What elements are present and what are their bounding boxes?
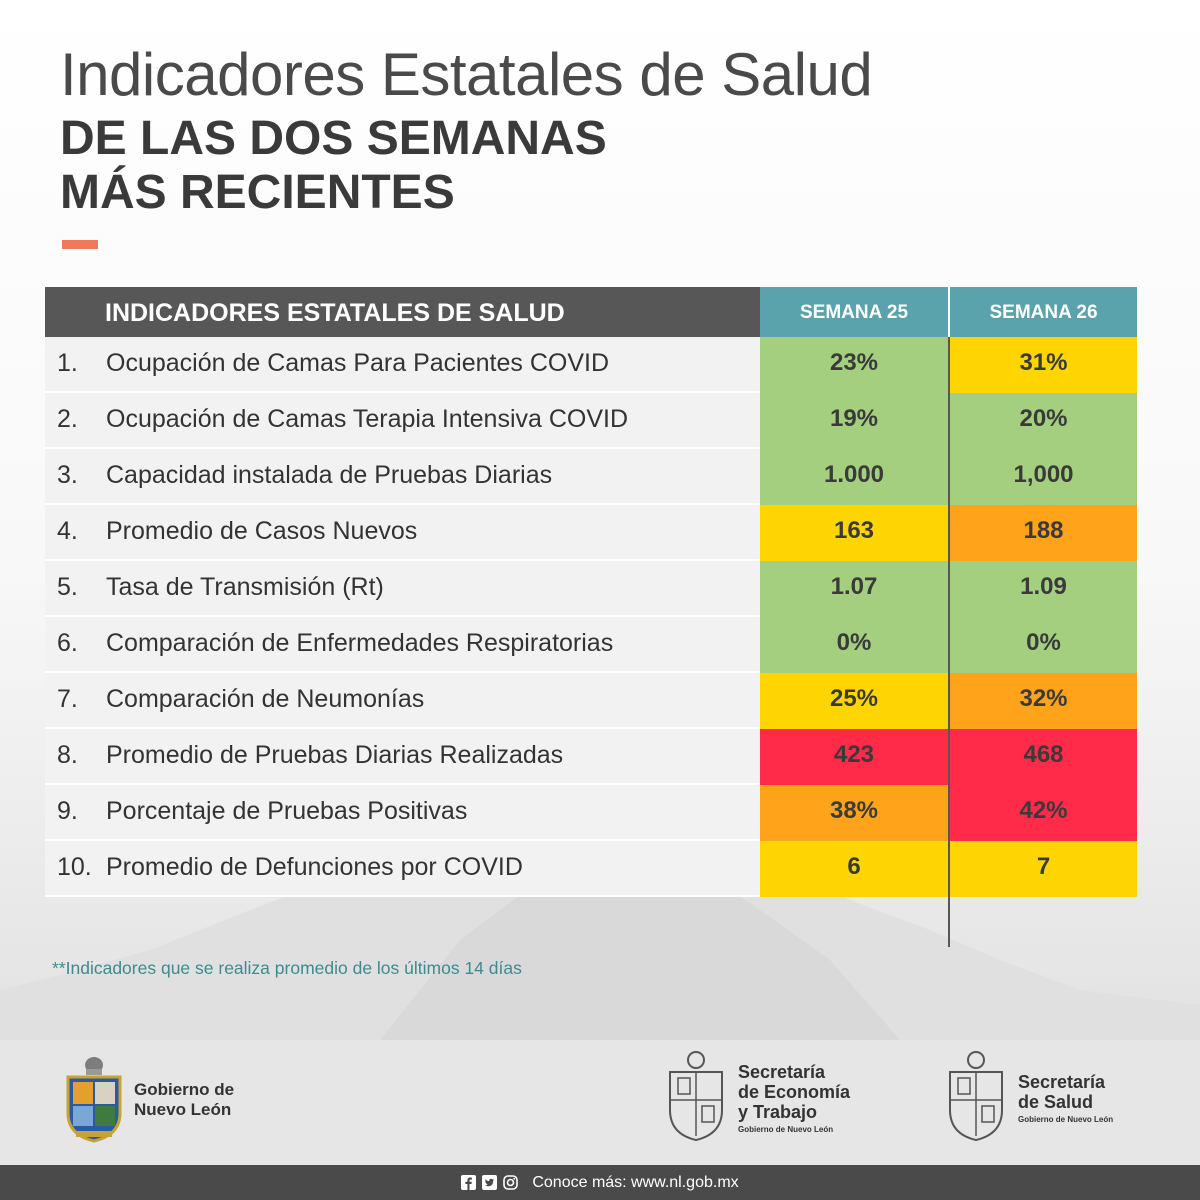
table-row: 10. Promedio de Defunciones por COVID 6 … — [45, 841, 1137, 897]
secretaria-salud-logo[interactable]: Secretaría de Salud Gobierno de Nuevo Le… — [946, 1050, 1113, 1145]
row-number: 5. — [57, 573, 78, 601]
week-26-value: 468 — [950, 729, 1137, 785]
indicators-table: INDICADORES ESTATALES DE SALUD SEMANA 25… — [45, 287, 1137, 947]
row-number: 4. — [57, 517, 78, 545]
week-25-value: 0% — [760, 617, 948, 673]
logo-strip: Gobierno de Nuevo León Secretaría de Eco… — [0, 1040, 1200, 1165]
week-26-value: 1.09 — [950, 561, 1137, 617]
table-row: 9. Porcentaje de Pruebas Positivas 38% 4… — [45, 785, 1137, 841]
table-header: INDICADORES ESTATALES DE SALUD SEMANA 25… — [45, 287, 1137, 337]
indicator-label: Capacidad instalada de Pruebas Diarias — [106, 461, 553, 489]
table-header-indicators: INDICADORES ESTATALES DE SALUD — [45, 287, 760, 337]
gobierno-line-1: Gobierno de — [134, 1080, 235, 1099]
indicator-cell: 2. Ocupación de Camas Terapia Intensiva … — [45, 393, 760, 449]
row-number: 10. — [57, 853, 92, 881]
facebook-icon[interactable] — [461, 1175, 477, 1190]
table-row: 7. Comparación de Neumonías 25% 32% — [45, 673, 1137, 729]
row-number: 6. — [57, 629, 78, 657]
coat-of-arms-outline-icon — [669, 1051, 723, 1142]
row-number: 2. — [57, 405, 78, 433]
indicator-cell: 5. Tasa de Transmisión (Rt) — [45, 561, 760, 617]
indicator-label: Ocupación de Camas Terapia Intensiva COV… — [106, 405, 629, 433]
row-number: 9. — [57, 797, 78, 825]
indicator-label: Promedio de Defunciones por COVID — [106, 853, 523, 881]
economia-sub: Gobierno de Nuevo León — [738, 1124, 834, 1134]
subtitle-line-2: MÁS RECIENTES — [60, 166, 455, 219]
indicator-label: Porcentaje de Pruebas Positivas — [106, 797, 468, 825]
table-header-week-26: SEMANA 26 — [950, 287, 1137, 337]
economia-line-3: y Trabajo — [738, 1101, 818, 1122]
page-title: Indicadores Estatales de Salud — [60, 41, 873, 108]
week-26-value: 20% — [950, 393, 1137, 449]
indicator-cell: 3. Capacidad instalada de Pruebas Diaria… — [45, 449, 760, 505]
table-row: 6. Comparación de Enfermedades Respirato… — [45, 617, 1137, 673]
week-25-value: 423 — [760, 729, 948, 785]
indicator-cell: 7. Comparación de Neumonías — [45, 673, 760, 729]
table-row: 8. Promedio de Pruebas Diarias Realizada… — [45, 729, 1137, 785]
table-row: 1. Ocupación de Camas Para Pacientes COV… — [45, 337, 1137, 393]
indicator-cell: 1. Ocupación de Camas Para Pacientes COV… — [45, 337, 760, 393]
indicator-label: Ocupación de Camas Para Pacientes COVID — [106, 349, 610, 377]
indicator-cell: 8. Promedio de Pruebas Diarias Realizada… — [45, 729, 760, 785]
gobierno-text: Gobierno de Nuevo León — [134, 1080, 234, 1120]
week-26-value: 7 — [950, 841, 1137, 897]
week-25-value: 1.07 — [760, 561, 948, 617]
secretaria-economia-logo[interactable]: Secretaría de Economía y Trabajo Gobiern… — [666, 1050, 850, 1145]
week-26-value: 31% — [950, 337, 1137, 393]
footer-bar: Conoce más: www.nl.gob.mx — [0, 1165, 1200, 1200]
instagram-icon[interactable] — [503, 1175, 519, 1190]
table-row: 5. Tasa de Transmisión (Rt) 1.07 1.09 — [45, 561, 1137, 617]
table-header-week-25: SEMANA 25 — [760, 287, 948, 337]
twitter-icon[interactable] — [482, 1175, 498, 1190]
indicator-label: Promedio de Casos Nuevos — [106, 517, 418, 545]
indicator-cell: 9. Porcentaje de Pruebas Positivas — [45, 785, 760, 841]
footer-link[interactable]: Conoce más: www.nl.gob.mx — [532, 1173, 739, 1191]
week-25-value: 38% — [760, 785, 948, 841]
indicator-label: Comparación de Neumonías — [106, 685, 425, 713]
accent-bar — [62, 240, 98, 249]
salud-line-2: de Salud — [1018, 1091, 1094, 1112]
table-body: 1. Ocupación de Camas Para Pacientes COV… — [45, 337, 1137, 947]
coat-of-arms-outline-icon — [949, 1051, 1003, 1142]
week-26-value: 188 — [950, 505, 1137, 561]
salud-line-1: Secretaría — [1018, 1071, 1106, 1092]
salud-text: Secretaría de Salud Gobierno de Nuevo Le… — [1018, 1072, 1113, 1124]
week-26-value: 32% — [950, 673, 1137, 729]
column-divider — [948, 337, 950, 947]
gobierno-line-2: Nuevo León — [134, 1100, 232, 1119]
week-25-value: 23% — [760, 337, 948, 393]
week-25-value: 19% — [760, 393, 948, 449]
indicator-label: Comparación de Enfermedades Respiratoria… — [106, 629, 614, 657]
indicator-cell: 4. Promedio de Casos Nuevos — [45, 505, 760, 561]
social-icons — [461, 1175, 519, 1190]
table-row: 3. Capacidad instalada de Pruebas Diaria… — [45, 449, 1137, 505]
week-25-value: 6 — [760, 841, 948, 897]
indicator-label: Tasa de Transmisión (Rt) — [106, 573, 384, 601]
economia-line-1: Secretaría — [738, 1061, 826, 1082]
week-25-value: 25% — [760, 673, 948, 729]
economia-line-2: de Economía — [738, 1081, 851, 1102]
indicator-cell: 6. Comparación de Enfermedades Respirato… — [45, 617, 760, 673]
week-26-value: 1,000 — [950, 449, 1137, 505]
footnote: **Indicadores que se realiza promedio de… — [52, 958, 522, 978]
week-25-value: 163 — [760, 505, 948, 561]
salud-sub: Gobierno de Nuevo León — [1018, 1114, 1114, 1124]
week-25-value: 1.000 — [760, 449, 948, 505]
page-subtitle: DE LAS DOS SEMANAS MÁS RECIENTES — [60, 112, 607, 220]
row-number: 8. — [57, 741, 78, 769]
mountain-silhouette — [0, 775, 1200, 1040]
week-26-value: 0% — [950, 617, 1137, 673]
economia-text: Secretaría de Economía y Trabajo Gobiern… — [738, 1062, 850, 1134]
state-coat-of-arms-icon — [66, 1057, 122, 1143]
subtitle-line-1: DE LAS DOS SEMANAS — [60, 112, 607, 165]
row-number: 1. — [57, 349, 78, 377]
row-number: 7. — [57, 685, 78, 713]
gobierno-nuevo-leon-logo[interactable]: Gobierno de Nuevo León — [64, 1055, 234, 1145]
table-row: 2. Ocupación de Camas Terapia Intensiva … — [45, 393, 1137, 449]
table-row: 4. Promedio de Casos Nuevos 163 188 — [45, 505, 1137, 561]
indicator-label: Promedio de Pruebas Diarias Realizadas — [106, 741, 564, 769]
week-26-value: 42% — [950, 785, 1137, 841]
indicator-cell: 10. Promedio de Defunciones por COVID — [45, 841, 760, 897]
row-number: 3. — [57, 461, 78, 489]
